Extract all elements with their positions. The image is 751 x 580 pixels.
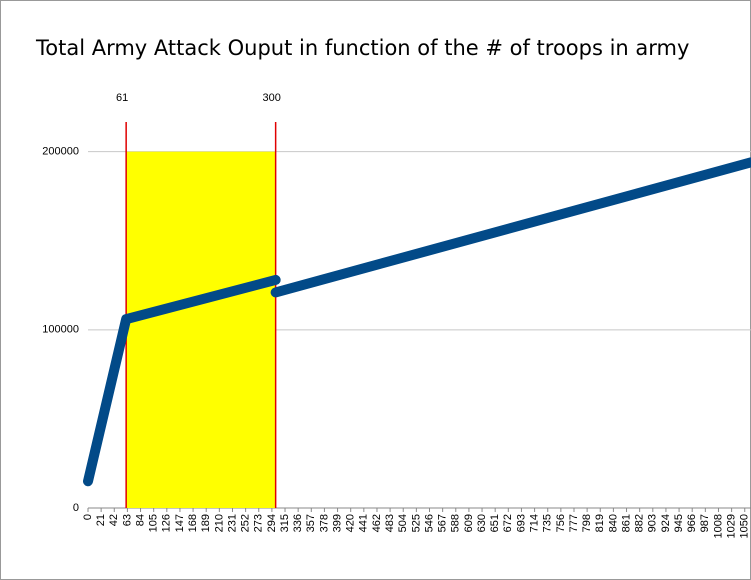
x-tick-label: 1008 xyxy=(712,514,724,538)
data-line xyxy=(83,157,751,487)
x-tick-label: 819 xyxy=(594,514,606,532)
x-tick-label: 252 xyxy=(240,514,252,532)
x-tick-label: 966 xyxy=(686,514,698,532)
x-tick-label: 882 xyxy=(634,514,646,532)
x-tick-label: 189 xyxy=(200,514,212,532)
x-tick-label: 1050 xyxy=(739,514,751,538)
x-tick-label: 756 xyxy=(555,514,567,532)
x-tick-label: 63 xyxy=(121,514,133,526)
x-tick-label: 672 xyxy=(502,514,514,532)
x-tick-label: 945 xyxy=(673,514,685,532)
x-tick-label: 84 xyxy=(134,514,146,526)
annotation-label: 61 xyxy=(116,92,128,104)
x-tick-label: 21 xyxy=(95,514,107,526)
x-tick-label: 273 xyxy=(253,514,265,532)
chart-title: Total Army Attack Ouput in function of t… xyxy=(35,36,689,60)
x-tick-label: 462 xyxy=(371,514,383,532)
x-tick-label: 294 xyxy=(266,514,278,532)
y-tick-label: 100000 xyxy=(42,324,79,336)
x-tick-label: 231 xyxy=(226,514,238,532)
x-tick-label: 420 xyxy=(345,514,357,532)
x-tick-label: 126 xyxy=(161,514,173,532)
x-tick-label: 210 xyxy=(213,514,225,532)
annotation-label: 300 xyxy=(262,92,280,104)
x-tick-label: 798 xyxy=(581,514,593,532)
highlight-region xyxy=(126,151,276,508)
x-tick-label: 483 xyxy=(384,514,396,532)
x-tick-label: 504 xyxy=(397,514,409,532)
x-tick-label: 714 xyxy=(528,514,540,532)
x-tick-label: 399 xyxy=(331,514,343,532)
x-tick-label: 147 xyxy=(174,514,186,532)
x-tick-label: 567 xyxy=(437,514,449,532)
x-tick-label: 693 xyxy=(515,514,527,532)
x-tick-label: 861 xyxy=(620,514,632,532)
x-tick-label: 441 xyxy=(358,514,370,532)
x-tick-label: 105 xyxy=(148,514,160,532)
x-tick-label: 735 xyxy=(542,514,554,532)
x-tick-label: 777 xyxy=(568,514,580,532)
x-tick-label: 315 xyxy=(279,514,291,532)
x-tick-label: 987 xyxy=(699,514,711,532)
x-tick-label: 651 xyxy=(489,514,501,532)
x-tick-label: 630 xyxy=(476,514,488,532)
x-tick-label: 609 xyxy=(463,514,475,532)
x-tick-label: 525 xyxy=(410,514,422,532)
x-tick-label: 924 xyxy=(660,514,672,532)
x-tick-label: 546 xyxy=(423,514,435,532)
x-tick-label: 840 xyxy=(607,514,619,532)
y-tick-label: 0 xyxy=(73,502,79,514)
x-tick-label: 903 xyxy=(647,514,659,532)
x-tick-label: 0 xyxy=(82,514,94,520)
x-tick-label: 357 xyxy=(305,514,317,532)
y-tick-label: 200000 xyxy=(42,146,79,158)
x-tick-label: 588 xyxy=(450,514,462,532)
x-tick-label: 1029 xyxy=(726,514,738,538)
x-tick-label: 42 xyxy=(108,514,120,526)
x-tick-label: 378 xyxy=(318,514,330,532)
x-tick-label: 336 xyxy=(292,514,304,532)
x-tick-label: 168 xyxy=(187,514,199,532)
